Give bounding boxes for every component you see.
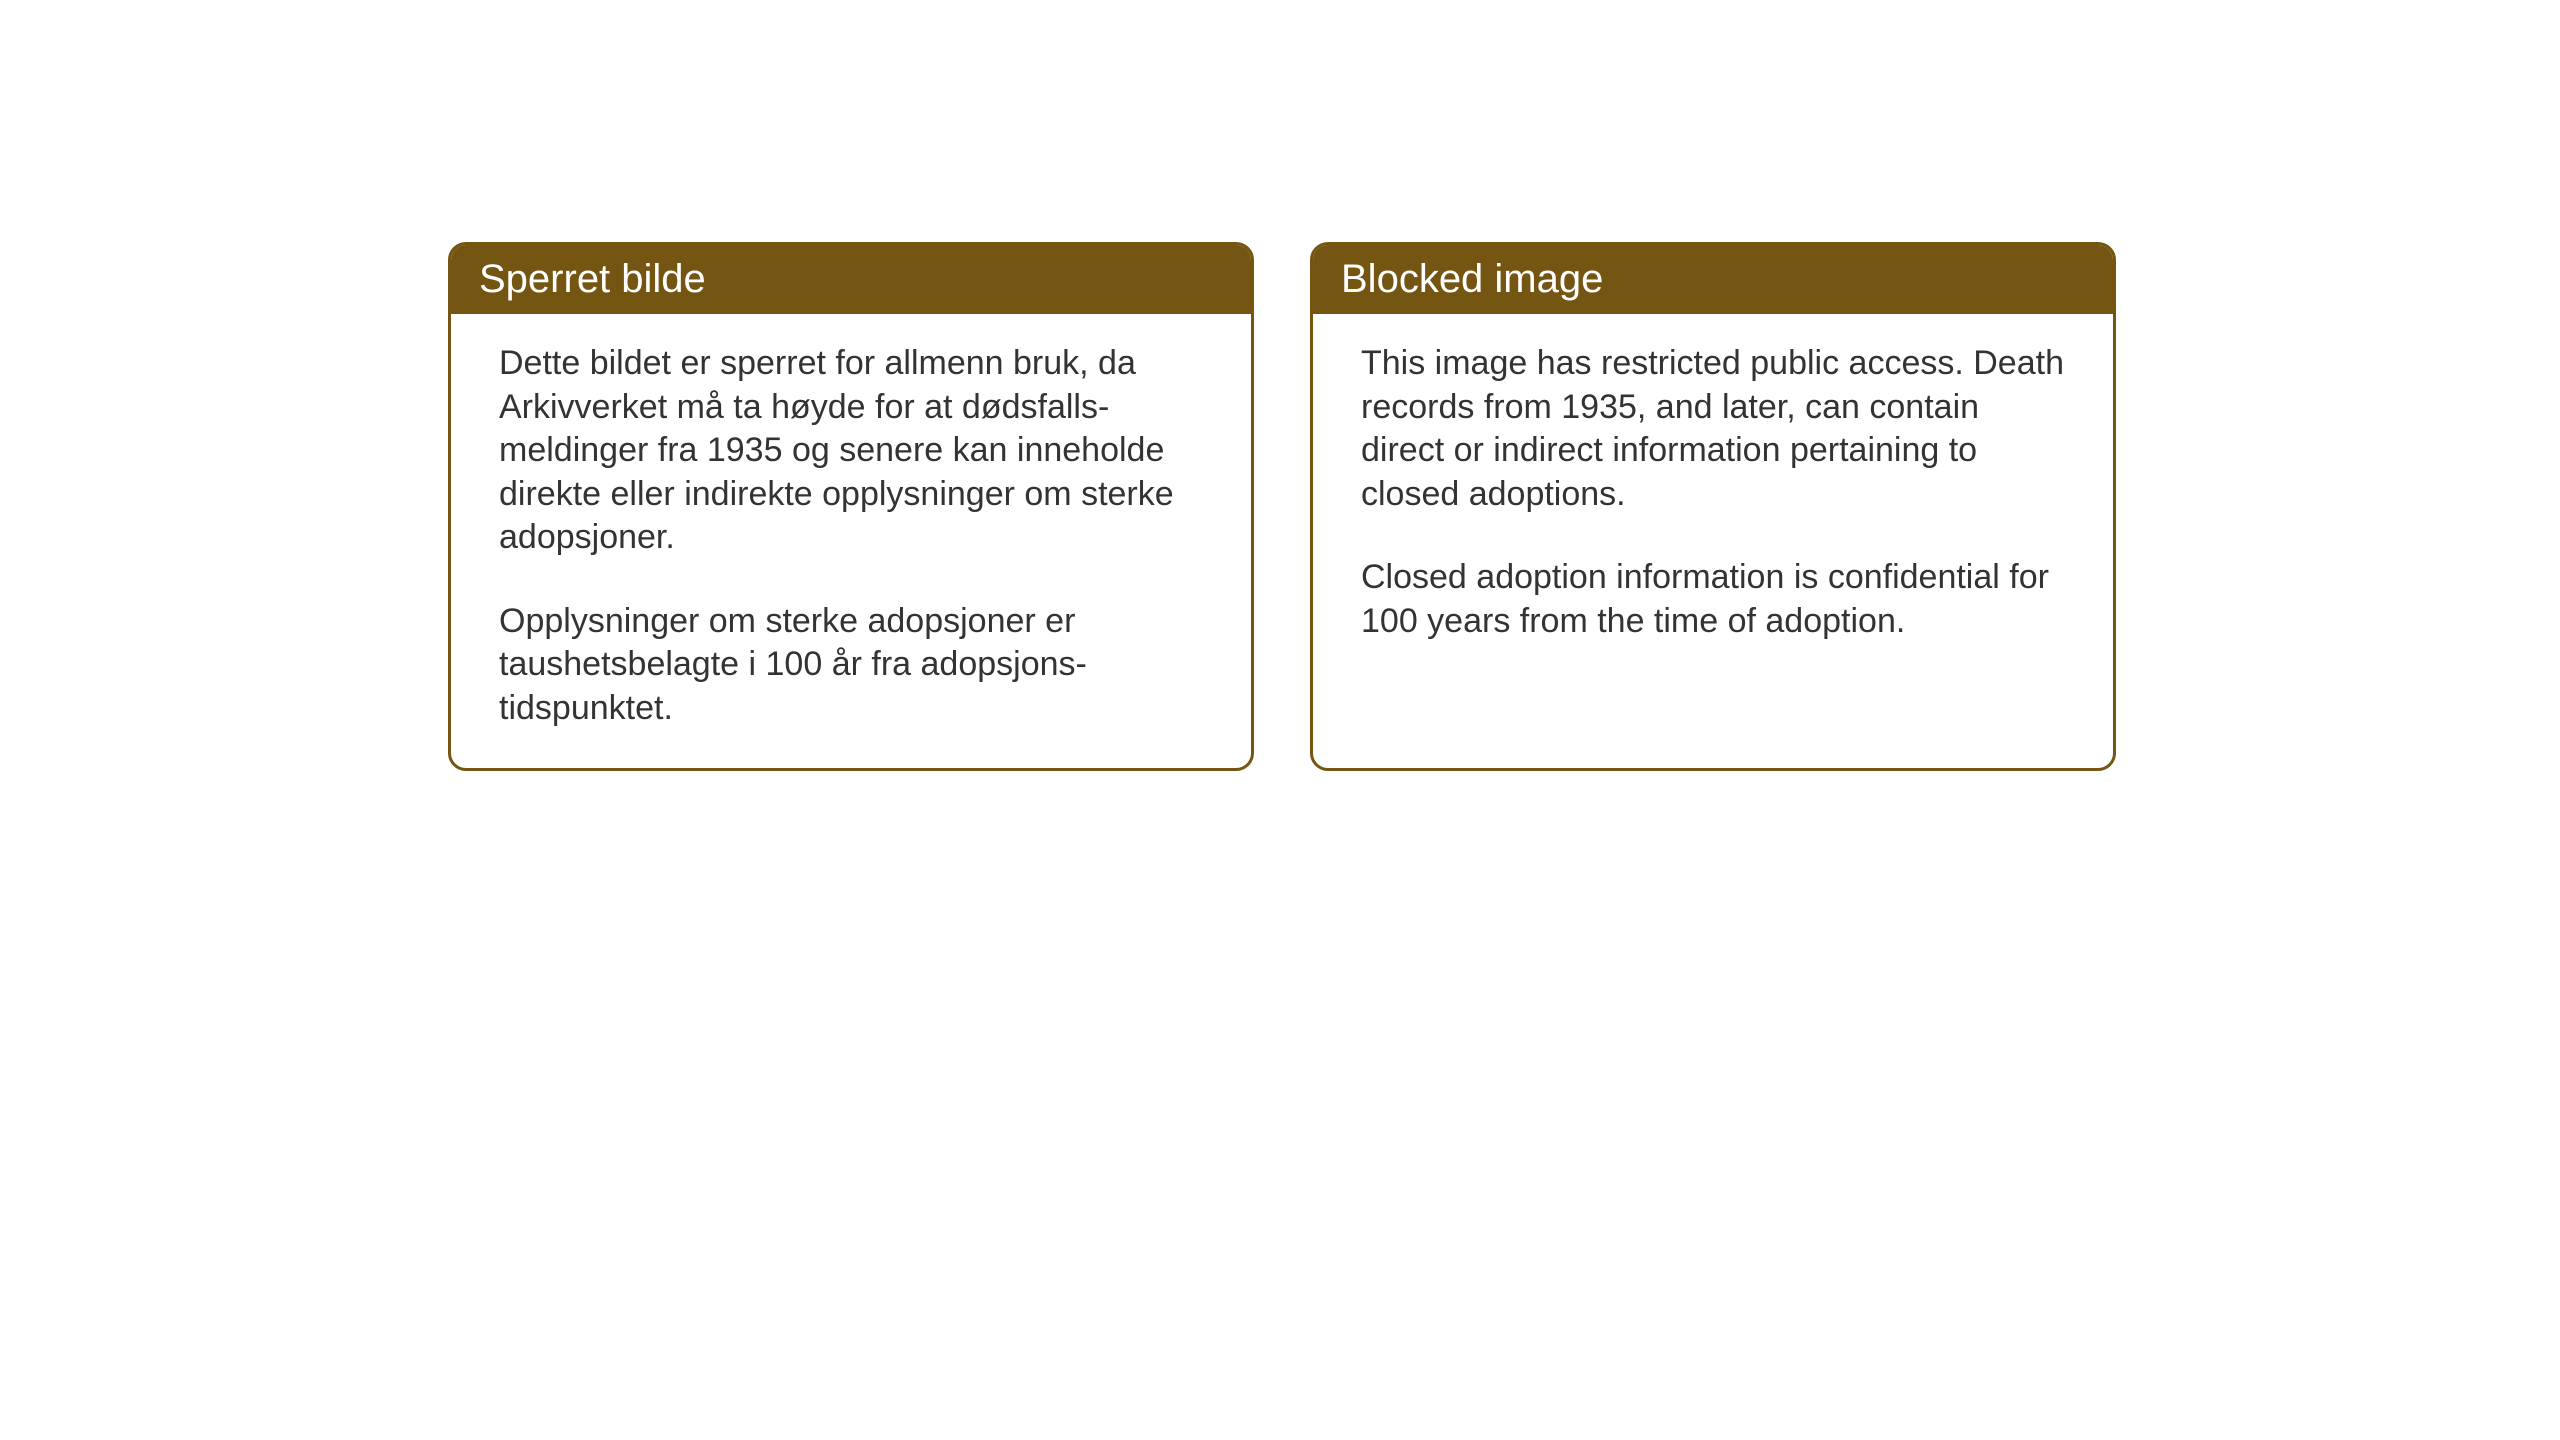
cards-container: Sperret bilde Dette bildet er sperret fo…: [448, 242, 2116, 771]
card-norwegian-title: Sperret bilde: [479, 257, 706, 301]
card-english-header: Blocked image: [1313, 245, 2113, 314]
card-english-body: This image has restricted public access.…: [1313, 314, 2113, 681]
card-english-title: Blocked image: [1341, 257, 1603, 301]
card-norwegian-header: Sperret bilde: [451, 245, 1251, 314]
card-english-paragraph-1: This image has restricted public access.…: [1361, 342, 2065, 516]
card-norwegian-paragraph-2: Opplysninger om sterke adopsjoner er tau…: [499, 600, 1203, 731]
card-norwegian: Sperret bilde Dette bildet er sperret fo…: [448, 242, 1254, 771]
card-english: Blocked image This image has restricted …: [1310, 242, 2116, 771]
card-norwegian-body: Dette bildet er sperret for allmenn bruk…: [451, 314, 1251, 768]
card-english-paragraph-2: Closed adoption information is confident…: [1361, 556, 2065, 643]
card-norwegian-paragraph-1: Dette bildet er sperret for allmenn bruk…: [499, 342, 1203, 560]
